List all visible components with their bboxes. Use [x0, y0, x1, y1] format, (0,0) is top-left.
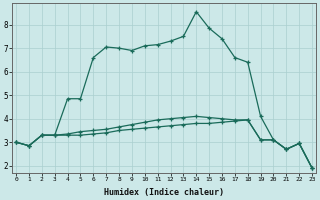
X-axis label: Humidex (Indice chaleur): Humidex (Indice chaleur)	[104, 188, 224, 197]
